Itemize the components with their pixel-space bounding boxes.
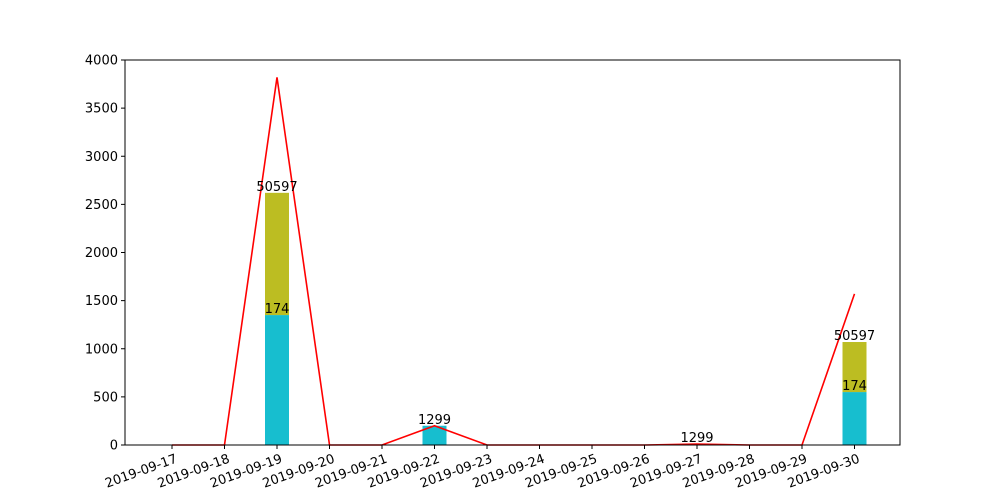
- y-tick-label: 3500: [85, 102, 118, 117]
- data-label: 174: [265, 302, 290, 317]
- y-axis: 0 500 1000 1500 2000 2500 3000 3500 4000: [85, 54, 125, 454]
- annotations-layer: 50597 174 1299 1299 50597 174: [256, 180, 875, 446]
- bar-base-2019-09-22: [422, 425, 447, 445]
- y-tick-label: 1000: [85, 342, 118, 357]
- y-tick-label: 2500: [85, 198, 118, 213]
- bars-layer: [265, 192, 867, 445]
- data-label: 174: [842, 379, 867, 394]
- y-tick-label: 3000: [85, 150, 118, 165]
- bar-base-2019-09-30: [842, 392, 867, 445]
- bar-base-2019-09-19: [265, 315, 289, 445]
- plot-frame: [124, 59, 901, 446]
- x-axis: 2019-09-172019-09-182019-09-192019-09-20…: [103, 445, 862, 492]
- data-label: 50597: [256, 180, 297, 195]
- y-tick-label: 500: [93, 390, 118, 405]
- y-tick-label: 2000: [85, 246, 118, 261]
- data-label: 50597: [834, 329, 875, 344]
- data-label: 1299: [418, 413, 451, 428]
- bar-stacked-2019-09-30: [842, 342, 867, 393]
- y-tick-label: 1500: [85, 294, 118, 309]
- y-tick-label: 4000: [85, 54, 118, 69]
- data-label: 1299: [680, 431, 713, 446]
- bar-stacked-2019-09-19: [265, 192, 289, 316]
- y-tick-label: 0: [110, 439, 118, 454]
